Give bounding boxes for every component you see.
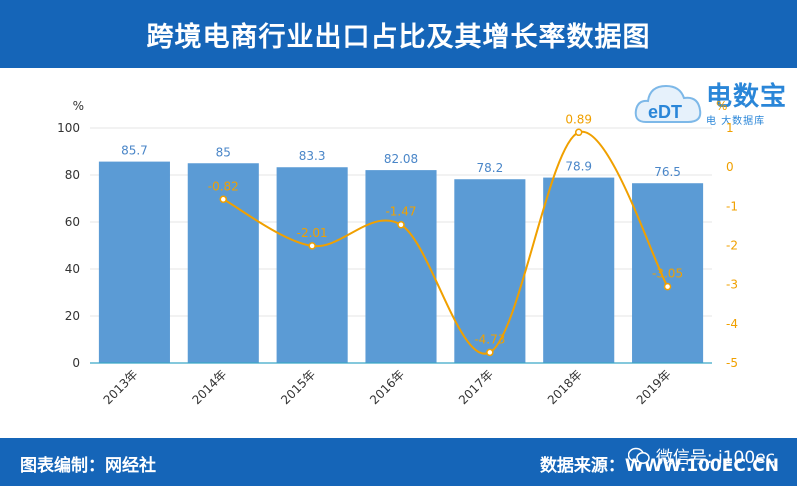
x-tick-label: 2013年 [101,367,141,407]
line-data-label: -3.05 [652,267,683,281]
wechat-watermark: 微信号: i100ec [627,443,775,468]
y-tick-left: 80 [65,168,80,182]
line-point [397,220,405,229]
logo-subtitle: 电 大数据库 [706,116,766,127]
line-series: -0.82 -2.01 -1.47 -4.73 0.89 -3.05 [208,112,683,357]
line-data-label: -2.01 [297,226,328,240]
cloud-logo-icon: eDT [634,84,702,123]
bar-data-label: 76.5 [654,165,681,179]
y-tick-left: 0 [72,356,80,370]
line-point [486,348,494,357]
bar [98,161,170,363]
bar [276,167,348,363]
bar-data-label: 78.9 [565,160,592,174]
line-point [663,282,672,291]
x-tick-label: 2019年 [634,367,674,407]
line-data-label: 0.89 [565,112,592,126]
y-tick-right: -2 [726,239,738,253]
y-tick-right: -5 [726,356,738,370]
chart-title: 跨境电商行业出口占比及其增长率数据图 [146,21,651,53]
line-data-label: -0.82 [208,179,239,193]
bar-data-label: 82.08 [384,152,418,166]
bar [454,179,526,363]
bar-series: 85.7 85 83.3 82.08 78.2 78.9 76.5 [98,144,704,363]
y-axis-label-right: % [716,99,727,113]
bar [543,177,615,363]
chart-footer: 图表编制：网经社 数据来源：WWW.100EC.CN [0,438,797,486]
y-tick-left: 40 [65,262,80,276]
x-tick-label: 2016年 [367,367,407,407]
bar-data-label: 85 [216,145,231,159]
x-tick-label: 2015年 [278,367,318,407]
line-point [219,195,228,204]
line-point [574,128,583,137]
line-data-label: -1.47 [385,205,416,219]
wechat-icon [627,447,650,464]
bar [365,170,437,363]
y-tick-left: 100 [57,121,80,135]
logo-brand: 电数宝 [706,82,788,112]
y-tick-left: 20 [65,309,80,323]
y-tick-right: -4 [726,317,738,331]
bar [632,183,704,363]
chart-header: 跨境电商行业出口占比及其增长率数据图 [0,0,797,68]
logo: eDT 电数宝 电 大数据库 [632,74,792,132]
logo-mark: eDT [648,102,682,122]
footer-compiler: 图表编制：网经社 [20,456,156,476]
x-tick-label: 2018年 [545,367,585,407]
footer-source: 数据来源：WWW.100EC.CN [539,456,779,476]
chart-area: 85.7 85 83.3 82.08 78.2 78.9 76.5 -0.82 -2.01 -1… [57,99,738,407]
x-tick-label: 2014年 [189,367,229,407]
x-tick-label: 2017年 [456,367,496,407]
bar-data-label: 85.7 [121,144,148,158]
y-tick-right: 1 [726,121,734,135]
y-tick-right: 0 [726,160,734,174]
bar-data-label: 78.2 [476,161,503,175]
bar-data-label: 83.3 [299,149,326,163]
line-data-label: -4.73 [474,332,505,346]
line-point [308,242,316,250]
y-axis-label-left: % [73,99,84,113]
watermark-text: 微信号: i100ec [655,448,775,468]
y-tick-right: -1 [726,199,738,213]
y-tick-left: 60 [65,215,80,229]
y-tick-right: -3 [726,278,738,292]
